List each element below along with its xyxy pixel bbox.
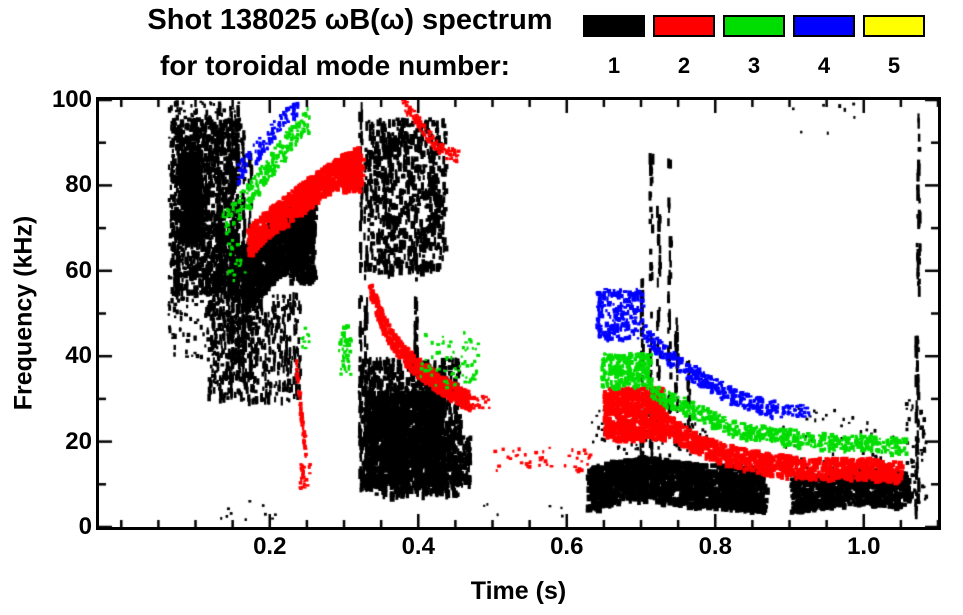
figure-title-line2: for toroidal mode number: xyxy=(160,50,510,81)
legend-label-mode-1: 1 xyxy=(607,53,621,78)
x-tick-label: 0.2 xyxy=(253,533,287,560)
legend-item-mode-5: 5 xyxy=(863,15,925,78)
legend-label-mode-2: 2 xyxy=(677,53,691,78)
y-tick-label: 60 xyxy=(65,256,92,284)
legend-swatch-mode-1 xyxy=(583,15,645,37)
figure-title-line1: Shot 138025 ωB(ω) spectrum xyxy=(147,4,553,36)
y-tick-label: 20 xyxy=(65,427,92,455)
y-axis-title: Frequency (kHz) xyxy=(9,215,38,411)
y-tick-label: 80 xyxy=(65,171,92,199)
legend-swatch-mode-2 xyxy=(653,15,715,37)
mode-legend: 1 2 3 4 5 xyxy=(583,15,925,78)
spectrogram-canvas xyxy=(99,100,938,527)
y-tick-label: 40 xyxy=(65,342,92,370)
plot-frame xyxy=(96,97,941,530)
x-axis-title: Time (s) xyxy=(470,577,567,605)
y-tick-label: 0 xyxy=(78,513,92,540)
x-tick-label: 1.0 xyxy=(847,533,881,560)
legend-label-mode-5: 5 xyxy=(887,53,901,78)
legend-label-mode-3: 3 xyxy=(747,53,761,78)
x-tick-label: 0.6 xyxy=(550,533,584,560)
legend-item-mode-1: 1 xyxy=(583,15,645,78)
x-tick-label: 0.8 xyxy=(698,533,732,560)
y-tick-label: 100 xyxy=(51,86,92,113)
legend-item-mode-3: 3 xyxy=(723,15,785,78)
legend-swatch-mode-3 xyxy=(723,15,785,37)
x-tick-label: 0.4 xyxy=(401,533,435,560)
legend-item-mode-2: 2 xyxy=(653,15,715,78)
legend-label-mode-4: 4 xyxy=(817,53,831,78)
legend-swatch-mode-5 xyxy=(863,15,925,37)
legend-swatch-mode-4 xyxy=(793,15,855,37)
legend-item-mode-4: 4 xyxy=(793,15,855,78)
